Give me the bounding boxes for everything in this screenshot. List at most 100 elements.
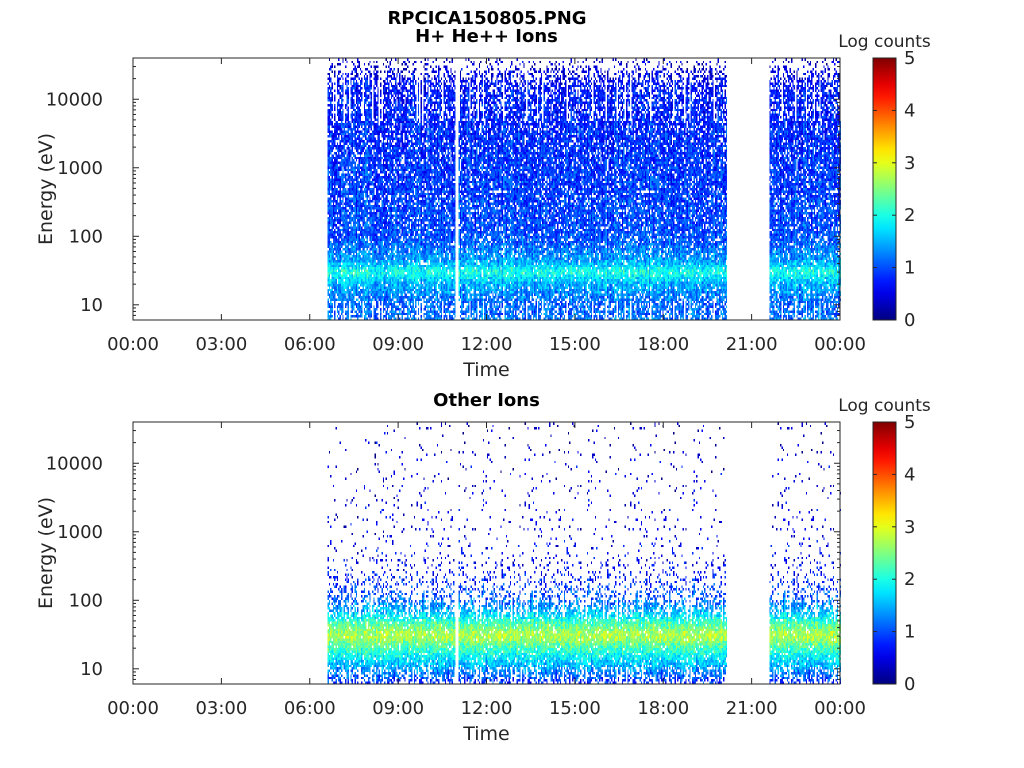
- heatmap-cell: [344, 217, 345, 219]
- heatmap-cell: [329, 224, 330, 226]
- heatmap-cell: [341, 145, 342, 147]
- heatmap-cell: [342, 198, 343, 200]
- heatmap-cell: [340, 97, 341, 99]
- heatmap-cell: [337, 229, 338, 231]
- heatmap-cell: [329, 145, 330, 147]
- heatmap-cell: [341, 308, 342, 310]
- heatmap-cell: [340, 164, 341, 166]
- heatmap-cell: [329, 176, 330, 178]
- heatmap-cell: [338, 303, 339, 305]
- heatmap-cell: [345, 114, 346, 116]
- heatmap-cell: [344, 174, 345, 176]
- heatmap-cell: [329, 188, 330, 190]
- heatmap-cell: [330, 207, 331, 209]
- heatmap-cell: [329, 157, 330, 159]
- heatmap-cell: [345, 116, 346, 118]
- heatmap-cell: [345, 205, 346, 207]
- heatmap-cell: [345, 195, 346, 197]
- heatmap-cell: [345, 284, 346, 286]
- heatmap-cell: [345, 126, 346, 128]
- heatmap-cell: [330, 291, 331, 293]
- heatmap-cell: [333, 243, 334, 245]
- heatmap-cell: [331, 210, 332, 212]
- heatmap-cell: [341, 169, 342, 171]
- heatmap-cell: [340, 70, 341, 72]
- heatmap-cell: [342, 284, 343, 286]
- heatmap-cell: [346, 289, 347, 291]
- heatmap-cell: [331, 85, 332, 87]
- heatmap-cell: [340, 246, 341, 248]
- heatmap-cell: [331, 130, 332, 132]
- heatmap-cell: [337, 291, 338, 293]
- heatmap-cell: [340, 126, 341, 128]
- heatmap-cell: [327, 193, 328, 195]
- heatmap-cell: [333, 277, 334, 279]
- heatmap-cell: [346, 267, 347, 269]
- heatmap-cell: [344, 190, 345, 192]
- heatmap-cell: [334, 133, 335, 135]
- heatmap-cell: [334, 272, 335, 274]
- heatmap-cell: [341, 267, 342, 269]
- heatmap-cell: [329, 214, 330, 216]
- heatmap-cell: [341, 102, 342, 104]
- heatmap-cell: [333, 212, 334, 214]
- heatmap-cell: [338, 157, 339, 159]
- heatmap-cell: [342, 147, 343, 149]
- heatmap-cell: [346, 310, 347, 312]
- heatmap-cell: [327, 205, 328, 207]
- heatmap-cell: [340, 142, 341, 144]
- heatmap-cell: [341, 138, 342, 140]
- heatmap-cell: [329, 270, 330, 272]
- heatmap-cell: [337, 123, 338, 125]
- heatmap-cell: [344, 162, 345, 164]
- heatmap-cell: [337, 274, 338, 276]
- heatmap-cell: [330, 102, 331, 104]
- heatmap-cell: [329, 260, 330, 262]
- heatmap-cell: [331, 279, 332, 281]
- heatmap-cell: [342, 207, 343, 209]
- heatmap-cell: [329, 99, 330, 101]
- heatmap-cell: [336, 128, 337, 130]
- heatmap-cell: [341, 260, 342, 262]
- heatmap-cell: [336, 236, 337, 238]
- heatmap-cell: [337, 142, 338, 144]
- heatmap-cell: [344, 214, 345, 216]
- heatmap-cell: [340, 306, 341, 308]
- heatmap-cell: [345, 183, 346, 185]
- heatmap-cell: [346, 246, 347, 248]
- heatmap-cell: [338, 63, 339, 65]
- heatmap-cell: [337, 169, 338, 171]
- heatmap-cell: [341, 164, 342, 166]
- heatmap-cell: [334, 207, 335, 209]
- heatmap-cell: [338, 154, 339, 156]
- heatmap-cell: [330, 68, 331, 70]
- heatmap-cell: [338, 73, 339, 75]
- heatmap-cell: [334, 138, 335, 140]
- heatmap-cell: [331, 169, 332, 171]
- heatmap-cell: [341, 152, 342, 154]
- heatmap-cell: [340, 231, 341, 233]
- heatmap-cell: [345, 303, 346, 305]
- heatmap-cell: [329, 121, 330, 123]
- heatmap-cell: [327, 238, 328, 240]
- heatmap-cell: [340, 193, 341, 195]
- heatmap-cell: [345, 255, 346, 257]
- heatmap-cell: [329, 164, 330, 166]
- heatmap-cell: [345, 272, 346, 274]
- heatmap-cell: [341, 190, 342, 192]
- heatmap-cell: [327, 210, 328, 212]
- heatmap-cell: [345, 229, 346, 231]
- heatmap-cell: [341, 118, 342, 120]
- heatmap-cell: [330, 104, 331, 106]
- heatmap-cell: [344, 236, 345, 238]
- heatmap-cell: [333, 272, 334, 274]
- heatmap-cell: [330, 166, 331, 168]
- heatmap-cell: [327, 313, 328, 315]
- heatmap-cell: [333, 270, 334, 272]
- heatmap-cell: [327, 262, 328, 264]
- heatmap-cell: [329, 303, 330, 305]
- heatmap-cell: [344, 176, 345, 178]
- heatmap-cell: [329, 128, 330, 130]
- heatmap-cell: [337, 150, 338, 152]
- heatmap-cell: [334, 289, 335, 291]
